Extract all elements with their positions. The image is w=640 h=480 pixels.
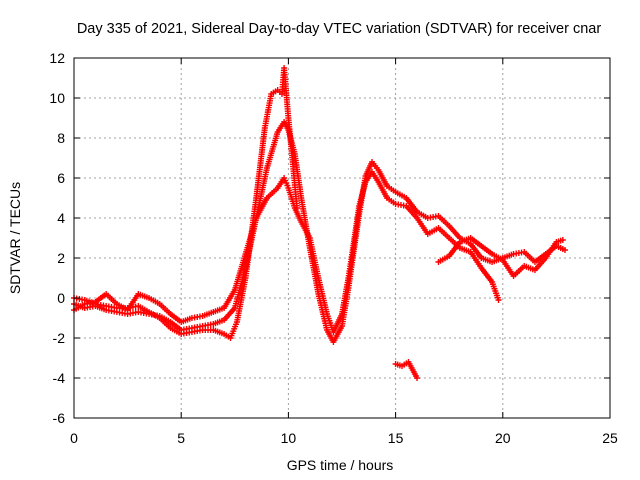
data-point bbox=[561, 247, 568, 253]
y-tick-labels: -6 -4 -2 0 2 4 6 8 10 12 bbox=[49, 50, 65, 426]
x-axis-label: GPS time / hours bbox=[287, 457, 394, 473]
data-point bbox=[293, 205, 300, 211]
y-tick-label: 12 bbox=[49, 50, 65, 66]
series-track-c bbox=[71, 65, 300, 341]
data-point bbox=[414, 375, 421, 381]
y-tick-label: 6 bbox=[57, 170, 65, 186]
x-tick-label: 5 bbox=[177, 430, 185, 446]
axis-ticks bbox=[73, 57, 611, 419]
x-tick-label: 25 bbox=[602, 430, 618, 446]
y-tick-label: 2 bbox=[57, 250, 65, 266]
y-tick-label: -4 bbox=[53, 370, 66, 386]
series-track-d bbox=[392, 235, 566, 381]
plot-frame bbox=[73, 57, 611, 419]
data-point bbox=[559, 237, 566, 243]
y-tick-label: 0 bbox=[57, 290, 65, 306]
x-tick-label: 0 bbox=[70, 430, 78, 446]
x-tick-label: 20 bbox=[495, 430, 511, 446]
y-tick-label: 10 bbox=[49, 90, 65, 106]
grid bbox=[74, 58, 610, 418]
x-tick-labels: 0 5 10 15 20 25 bbox=[70, 430, 618, 446]
y-tick-label: -6 bbox=[53, 410, 66, 426]
data-point bbox=[495, 297, 502, 303]
y-axis-label: SDTVAR / TECUs bbox=[7, 182, 23, 294]
y-tick-label: 4 bbox=[57, 210, 65, 226]
x-tick-label: 10 bbox=[281, 430, 297, 446]
chart-title: Day 335 of 2021, Sidereal Day-to-day VTE… bbox=[77, 21, 602, 37]
y-tick-label: 8 bbox=[57, 130, 65, 146]
y-tick-label: -2 bbox=[53, 330, 66, 346]
x-tick-label: 15 bbox=[388, 430, 404, 446]
data-points bbox=[71, 65, 568, 381]
